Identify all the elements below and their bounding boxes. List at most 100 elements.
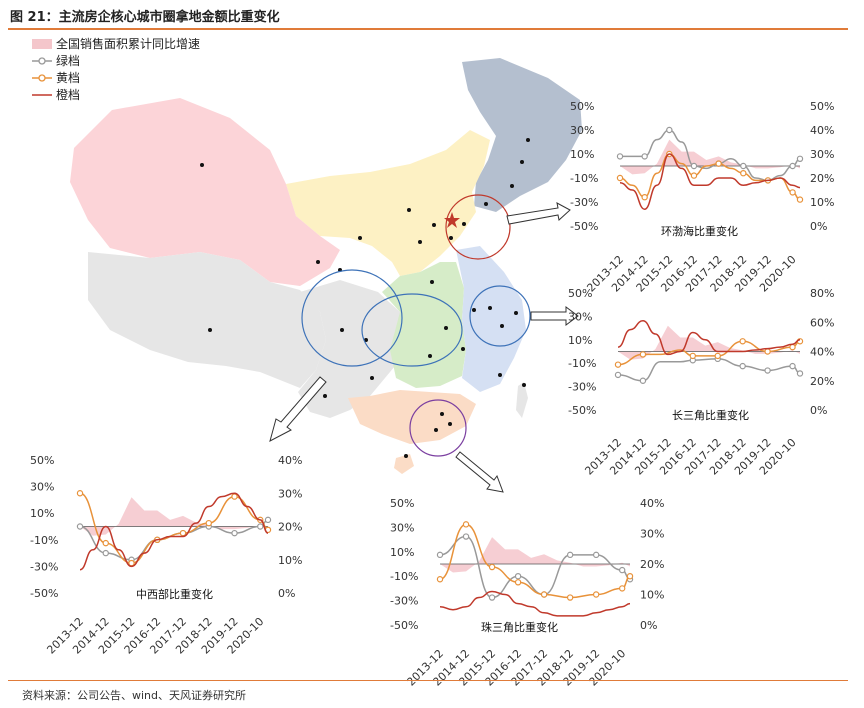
city-dot xyxy=(444,326,448,330)
left-axis-tick: 10% xyxy=(30,507,54,520)
figure-title: 图 21：主流房企核心城市圈拿地金额比重变化 xyxy=(10,10,280,25)
right-axis-tick: 20% xyxy=(278,521,302,534)
city-dot xyxy=(514,311,518,315)
left-axis-tick: 50% xyxy=(390,497,414,510)
legend-swatch-area xyxy=(32,39,52,49)
city-dots xyxy=(200,138,530,458)
series-point xyxy=(666,126,673,134)
legend-label: 橙档 xyxy=(56,87,80,102)
left-axis-tick: -10% xyxy=(390,570,418,583)
right-axis-tick: 20% xyxy=(810,172,834,185)
arrow-yangtze xyxy=(530,306,579,326)
series-point xyxy=(739,362,746,370)
chart-1: 50%30%10%-10%-30%-50%50%40%30%20%10%0%20… xyxy=(570,100,834,295)
series-point xyxy=(540,591,548,598)
series-point xyxy=(690,162,698,170)
city-dot xyxy=(461,347,465,351)
city-dot xyxy=(526,138,530,142)
circle-yangtze-delta xyxy=(469,285,531,347)
china-map xyxy=(70,58,582,474)
left-axis-tick: 10% xyxy=(568,334,592,347)
chart-4: 50%30%10%-10%-30%-50%40%30%20%10%0%2013-… xyxy=(390,497,664,689)
series-line-橙档 xyxy=(617,320,801,356)
series-point xyxy=(231,493,238,500)
left-axis-tick: -30% xyxy=(390,595,418,608)
source-note: 资料来源：公司公告、wind、天风证券研究所 xyxy=(22,689,247,702)
legend-swatch-marker xyxy=(38,57,46,65)
city-dot xyxy=(418,240,422,244)
series-point xyxy=(614,361,622,368)
series-point xyxy=(514,573,522,580)
series-point xyxy=(462,533,470,540)
series-point xyxy=(264,516,272,524)
left-axis-tick: 30% xyxy=(30,481,54,494)
chart-title: 环渤海比重变化 xyxy=(661,224,738,238)
region-west-grey xyxy=(88,252,326,388)
left-axis-tick: 30% xyxy=(390,521,414,534)
series-point xyxy=(76,523,84,530)
left-axis-tick: -30% xyxy=(568,381,596,394)
series-point xyxy=(488,563,496,571)
left-axis-tick: -10% xyxy=(568,357,596,370)
capital-star-icon xyxy=(444,212,460,228)
left-axis-tick: 10% xyxy=(390,546,414,559)
series-point xyxy=(641,193,648,201)
series-point xyxy=(796,155,804,162)
title-rule xyxy=(8,28,848,30)
city-dot xyxy=(407,208,411,212)
left-axis-tick: -30% xyxy=(570,196,598,209)
left-axis-tick: 50% xyxy=(568,287,592,300)
left-axis-tick: -50% xyxy=(568,404,596,417)
series-point xyxy=(488,594,496,601)
region-southwest-grey xyxy=(298,280,408,418)
left-axis-tick: -10% xyxy=(570,172,598,185)
left-axis-tick: 10% xyxy=(570,148,594,161)
right-axis-tick: 0% xyxy=(810,404,827,417)
series-line-绿档 xyxy=(620,129,801,182)
left-axis-tick: 30% xyxy=(568,310,592,323)
series-point xyxy=(764,367,771,374)
series-point xyxy=(592,551,600,559)
circle-central-west-2 xyxy=(361,293,463,367)
series-point xyxy=(616,153,624,160)
left-axis-tick: -50% xyxy=(390,619,418,632)
series-line-橙档 xyxy=(619,153,801,210)
city-dot xyxy=(522,383,526,387)
series-point xyxy=(102,549,109,557)
city-dot xyxy=(520,160,524,164)
right-axis-tick: 10% xyxy=(278,554,302,567)
series-line-黄档 xyxy=(617,340,801,366)
city-dot xyxy=(208,328,212,332)
left-axis-tick: -30% xyxy=(30,560,58,573)
city-dot xyxy=(432,223,436,227)
series-point xyxy=(618,585,626,592)
series-point xyxy=(257,523,264,530)
city-dot xyxy=(358,236,362,240)
city-dot xyxy=(434,428,438,432)
city-dot xyxy=(510,184,514,188)
left-axis-tick: -50% xyxy=(30,587,58,600)
chart-title: 长三角比重变化 xyxy=(672,408,749,422)
region-northwest-pink xyxy=(70,98,340,286)
series-point xyxy=(614,371,622,379)
chart-title: 珠三角比重变化 xyxy=(481,620,558,634)
region-hainan xyxy=(394,454,414,474)
chart-2: 50%30%10%-10%-30%-50%80%60%40%20%0%2013-… xyxy=(568,287,834,478)
city-dot xyxy=(200,163,204,167)
series-point xyxy=(205,519,212,527)
legend-label: 黄档 xyxy=(56,71,80,85)
circle-central-west-1 xyxy=(301,269,403,367)
series-point xyxy=(739,338,746,345)
right-axis-tick: 20% xyxy=(810,375,834,388)
legend-label: 绿档 xyxy=(56,53,80,68)
series-point xyxy=(618,566,626,574)
city-dot xyxy=(440,412,444,416)
area-national-sales xyxy=(80,497,268,536)
legend-swatch-marker xyxy=(38,74,46,82)
series-point xyxy=(789,362,796,370)
series-point xyxy=(740,162,747,170)
region-northeast xyxy=(462,58,582,212)
pointer-arrows xyxy=(269,202,579,493)
series-point xyxy=(764,348,771,355)
right-axis-tick: 30% xyxy=(278,487,302,500)
